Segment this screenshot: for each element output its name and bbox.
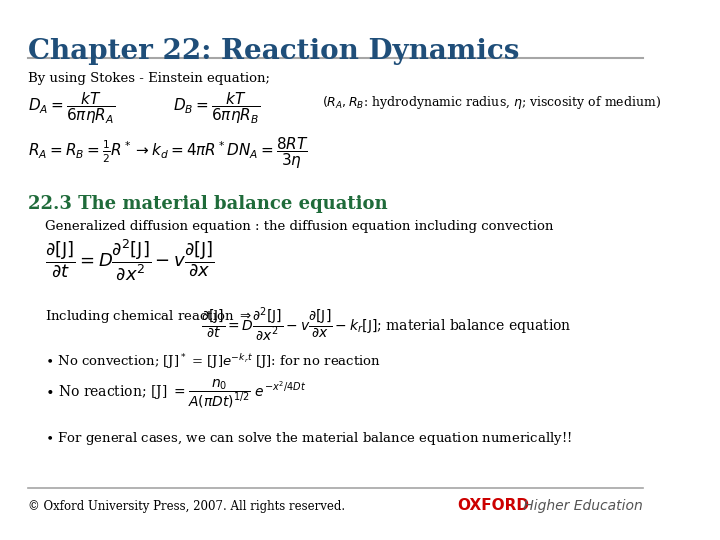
Text: $\dfrac{\partial[\mathrm{J}]}{\partial t} = D\dfrac{\partial^2[\mathrm{J}]}{\par: $\dfrac{\partial[\mathrm{J}]}{\partial t… xyxy=(45,238,215,283)
Text: $\bullet$ No reaction; [J] $= \dfrac{n_0}{A(\pi Dt)^{1/2}}\ e^{-x^2/4Dt}$: $\bullet$ No reaction; [J] $= \dfrac{n_0… xyxy=(45,378,306,410)
Text: $\bullet$ No convection; [J]$^*$ = [J]$e^{-k_r t}$ [J]: for no reaction: $\bullet$ No convection; [J]$^*$ = [J]$e… xyxy=(45,352,381,371)
Text: By using Stokes - Einstein equation;: By using Stokes - Einstein equation; xyxy=(28,72,270,85)
Text: $D_B = \dfrac{kT}{6\pi\eta R_B}$: $D_B = \dfrac{kT}{6\pi\eta R_B}$ xyxy=(173,90,260,126)
Text: Chapter 22: Reaction Dynamics: Chapter 22: Reaction Dynamics xyxy=(28,38,519,65)
Text: $(R_A, R_B$: hydrodynamic radius, $\eta$; viscosity of medium): $(R_A, R_B$: hydrodynamic radius, $\eta$… xyxy=(322,94,661,111)
Text: Higher Education: Higher Education xyxy=(518,499,642,513)
Text: $\dfrac{\partial[\mathrm{J}]}{\partial t} = D\dfrac{\partial^2[\mathrm{J}]}{\par: $\dfrac{\partial[\mathrm{J}]}{\partial t… xyxy=(200,305,571,343)
Text: $D_A = \dfrac{kT}{6\pi\eta R_A}$: $D_A = \dfrac{kT}{6\pi\eta R_A}$ xyxy=(28,90,115,126)
Text: OXFORD: OXFORD xyxy=(457,498,529,513)
Text: $\bullet$ For general cases, we can solve the material balance equation numerica: $\bullet$ For general cases, we can solv… xyxy=(45,430,572,447)
Text: 22.3 The material balance equation: 22.3 The material balance equation xyxy=(28,195,387,213)
Text: $R_A = R_B = \frac{1}{2}R^* \rightarrow k_d = 4\pi R^* D N_A = \dfrac{8RT}{3\eta: $R_A = R_B = \frac{1}{2}R^* \rightarrow … xyxy=(28,135,309,171)
Text: © Oxford University Press, 2007. All rights reserved.: © Oxford University Press, 2007. All rig… xyxy=(28,500,345,513)
Text: Generalized diffusion equation : the diffusion equation including convection: Generalized diffusion equation : the dif… xyxy=(45,220,553,233)
Text: Including chemical reaction $\Rightarrow$: Including chemical reaction $\Rightarrow… xyxy=(45,308,252,325)
